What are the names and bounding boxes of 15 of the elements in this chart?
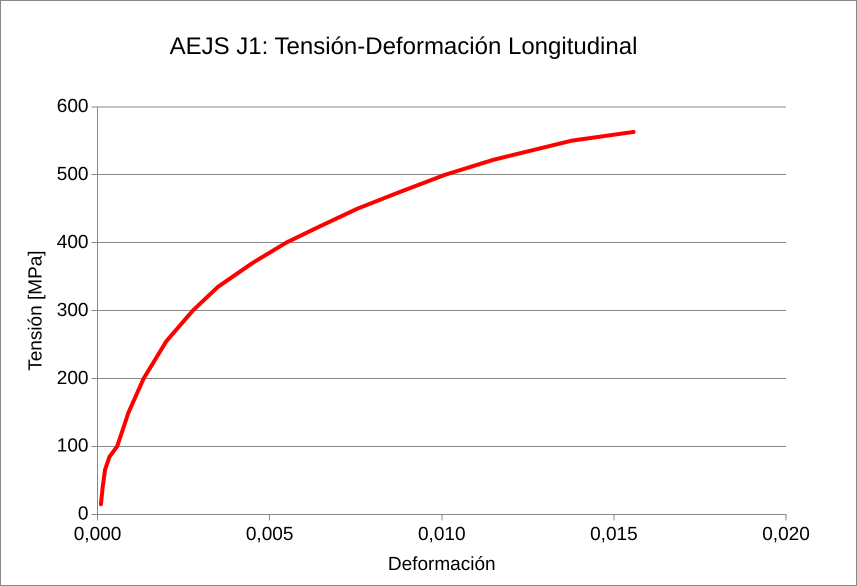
x-axis-title: Deformación (388, 554, 496, 575)
y-axis-title: Tensión [MPa] (26, 250, 47, 371)
y-tick-label: 200 (56, 368, 88, 389)
x-tick-label: 0,020 (762, 524, 810, 546)
x-tick-label: 0,015 (590, 524, 638, 546)
y-tick-label: 500 (56, 164, 88, 185)
y-tick-label: 600 (56, 96, 88, 118)
y-tick-label: 100 (56, 436, 88, 457)
x-tick-label: 0,005 (246, 524, 294, 546)
chart-title: AEJS J1: Tensión-Deformación Longitudinal (170, 33, 638, 60)
x-tick-label: 0,000 (74, 524, 122, 546)
y-tick-label: 300 (56, 300, 88, 321)
y-tick-label: 0 (78, 504, 88, 525)
x-tick-label: 0,010 (418, 524, 466, 546)
y-tick-label: 400 (56, 232, 88, 253)
